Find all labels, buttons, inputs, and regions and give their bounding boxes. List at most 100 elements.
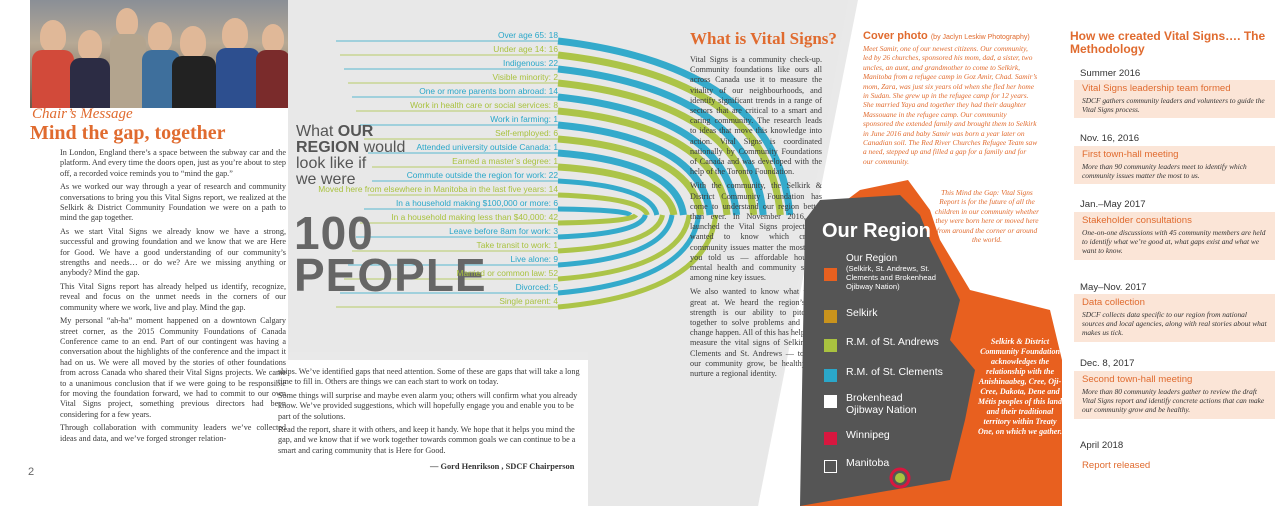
- stat-label: Divorced: 5: [515, 282, 558, 292]
- timeline-step-description: SDCF gathers community leaders and volun…: [1082, 96, 1265, 115]
- timeline-date: May–Nov. 2017: [1080, 282, 1147, 293]
- stat-label: Single parent: 4: [499, 296, 558, 306]
- paragraph: Read the report, share it with others, a…: [278, 425, 576, 455]
- vital-signs-title: What is Vital Signs?: [690, 29, 837, 48]
- stat-arc: [557, 214, 719, 310]
- timeline-step: Stakeholder consultations One-on-one disc…: [1074, 212, 1275, 260]
- timeline-step-heading: First town-hall meeting: [1082, 149, 1179, 160]
- legend-swatch: [824, 339, 837, 352]
- stat-arc: [557, 214, 702, 296]
- paragraph: Through collaboration with community lea…: [60, 423, 286, 443]
- hundred-people-heading: 100 PEOPLE: [294, 207, 487, 298]
- vital-signs-body: Vital Signs is a community check-up. Com…: [690, 55, 822, 383]
- timeline-step: First town-hall meeting More than 90 comm…: [1074, 146, 1275, 185]
- stat-label: Take transit to work: 1: [476, 240, 558, 250]
- legend-label-text: R.M. of St. Clements: [846, 366, 943, 378]
- stat-label: In a household making less than $40,000:…: [391, 212, 558, 222]
- stat-label: Attended university outside Canada: 1: [416, 142, 558, 152]
- stat-label: Self-employed: 6: [495, 128, 558, 138]
- cover-photo-title-text: Cover photo: [863, 30, 928, 42]
- stat-arc: [557, 37, 794, 216]
- paragraph: As we worked our way through a year of r…: [60, 182, 286, 223]
- chair-message-title: Mind the gap, together: [30, 122, 226, 144]
- paragraph: ships. We’ve identified gaps that need a…: [278, 367, 580, 387]
- chair-message-kicker: Chair’s Message: [32, 106, 133, 122]
- timeline-date: Dec. 8, 2017: [1080, 358, 1135, 369]
- stat-arc: [557, 149, 687, 216]
- timeline-step-description: SDCF collects data specific to our regio…: [1082, 310, 1267, 338]
- stat-label: Work in farming: 1: [490, 114, 558, 124]
- stat-label: In a household making $100,000 or more: …: [395, 198, 558, 208]
- legend-swatch: [824, 432, 837, 445]
- page-number: 2: [28, 466, 35, 478]
- stat-arc: [557, 206, 633, 218]
- legend-label: R.M. of St. Clements: [846, 366, 966, 378]
- legend-label: Our Region (Selkirk, St. Andrews, St. Cle…: [846, 253, 966, 292]
- treaty-acknowledgement: Selkirk & District Community Foundation …: [977, 337, 1062, 436]
- stat-arc: [557, 213, 648, 240]
- stat-arc: [557, 135, 704, 216]
- legend-label-text: Selkirk: [846, 307, 878, 319]
- cover-photo-credit: (by Jaclyn Leskiw Photography): [930, 34, 1030, 41]
- legend-swatch: [824, 310, 837, 323]
- stat-arc: [557, 214, 675, 268]
- stat-label: Commute outside the region for work: 22: [406, 170, 558, 180]
- paragraph: We also wanted to know what we’re great …: [690, 287, 822, 379]
- cover-photo-dedication: This Mind the Gap: Vital Signs Report is…: [935, 188, 1039, 245]
- timeline-date: Jan.–May 2017: [1080, 199, 1146, 210]
- region-marker: [889, 467, 911, 489]
- cover-photo-story: Meet Samir, one of our newest citizens. …: [863, 44, 1038, 166]
- legend-label-text: Our Region: [846, 253, 898, 264]
- group-photo: [30, 0, 288, 108]
- stat-arc: [557, 93, 741, 216]
- timeline-step: Second town-hall meeting More than 80 com…: [1074, 371, 1275, 419]
- paragraph: In London, England there’s a space betwe…: [60, 148, 286, 178]
- legend-label: R.M. of St. Andrews: [846, 336, 966, 348]
- stat-label: Under age 14: 16: [493, 44, 558, 54]
- stat-label: Live alone: 9: [510, 254, 559, 264]
- stat-label: Work in health care or social services: …: [410, 100, 558, 110]
- paragraph: Vital Signs is a community check-up. Com…: [690, 55, 822, 177]
- question-bold: REGION: [296, 139, 360, 156]
- methodology-title: How we created Vital Signs…. The Methodo…: [1070, 29, 1266, 56]
- stat-arc: [557, 213, 639, 226]
- stat-arc: [557, 214, 692, 282]
- timeline-step-heading: Vital Signs leadership team formed: [1082, 83, 1231, 94]
- stat-arc: [557, 121, 714, 216]
- legend-label-text: Winnipeg: [846, 429, 890, 441]
- stat-label: Married or common law: 52: [456, 268, 558, 278]
- legend-swatch: [824, 369, 837, 382]
- hundred-number: 100: [294, 207, 374, 259]
- question-text: look like if: [296, 155, 367, 172]
- stat-label: Indigenous: 22: [503, 58, 558, 68]
- stat-arc: [557, 107, 731, 216]
- stat-label: Over age 65: 18: [497, 30, 558, 40]
- stat-arc: [557, 192, 650, 217]
- chair-message-body: In London, England there’s a space betwe…: [60, 148, 286, 447]
- timeline-step-heading: Stakeholder consultations: [1082, 215, 1192, 226]
- timeline-step-description: One-on-one discussions with 45 community…: [1082, 228, 1266, 256]
- legend-sublabel: (Selkirk, St. Andrews, St. Clements and …: [846, 264, 936, 292]
- stat-label: Earned a master’s degree: 1: [452, 156, 558, 166]
- stat-label: Moved here from elsewhere in Manitoba in…: [318, 184, 558, 194]
- question-text: we were: [296, 171, 356, 188]
- question-text: would: [359, 139, 406, 156]
- legend-label-text: Brokenhead Ojibway Nation: [846, 392, 917, 416]
- region-marker-center: [895, 473, 905, 483]
- legend-label: Manitoba: [846, 457, 966, 469]
- stat-arc: [557, 163, 678, 216]
- paragraph: Some things will surprise and maybe even…: [278, 390, 578, 421]
- legend-swatch: [824, 268, 837, 281]
- stat-arc: [557, 178, 660, 216]
- question-text: What: [296, 123, 338, 140]
- timeline-step-description: More than 80 community leaders gather to…: [1082, 387, 1265, 415]
- timeline-step: Vital Signs leadership team formed SDCF g…: [1074, 80, 1275, 119]
- timeline-date: Summer 2016: [1080, 68, 1141, 79]
- chair-signature: — Gord Henrikson , SDCF Chairperson: [430, 462, 575, 471]
- stat-arc: [557, 65, 767, 216]
- legend-label: Selkirk: [846, 307, 966, 319]
- timeline-step-heading: Second town-hall meeting: [1082, 374, 1193, 385]
- timeline-step: Data collection SDCF collects data specif…: [1074, 294, 1275, 342]
- chair-message-continued: ships. We’ve identified gaps that need a…: [278, 367, 580, 459]
